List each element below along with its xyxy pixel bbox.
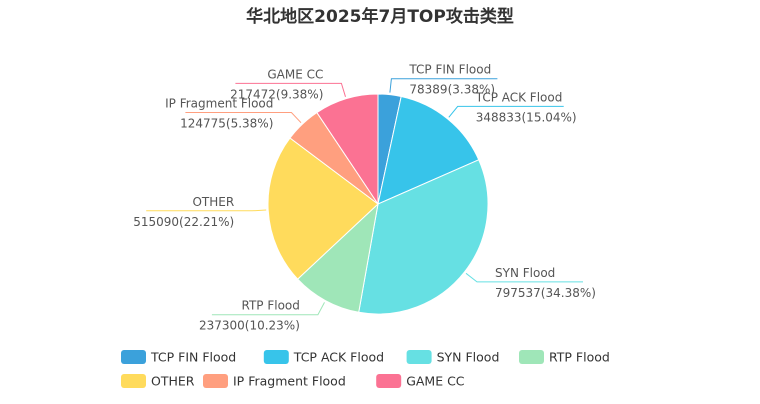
legend-item-game-cc[interactable]: GAME CC bbox=[376, 374, 465, 389]
pie-slice-other[interactable] bbox=[267, 137, 379, 280]
slice-label-name-rtp-flood: RTP Flood bbox=[242, 299, 300, 313]
legend: TCP FIN Flood TCP ACK Flood SYN Flood RTP F… bbox=[121, 350, 610, 389]
label-line-rtp-flood bbox=[211, 302, 325, 316]
slice-label-value-game-cc: 217472(9.38%) bbox=[230, 87, 323, 101]
slice-label-name-tcp-ack-flood: TCP ACK Flood bbox=[475, 90, 563, 104]
label-line-game-cc bbox=[235, 82, 346, 97]
slice-label-name-game-cc: GAME CC bbox=[267, 67, 323, 81]
slice-label-name-other: OTHER bbox=[192, 195, 234, 209]
label-line-other bbox=[146, 209, 267, 212]
legend-label-tcp-ack-flood: TCP ACK Flood bbox=[293, 350, 384, 365]
slice-label-name-tcp-fin-flood: TCP FIN Flood bbox=[408, 63, 491, 77]
label-line-ip-fragment-flood bbox=[185, 112, 302, 124]
pie-slice-rtp-flood[interactable] bbox=[296, 202, 379, 313]
chart-title: 华北地区2025年7月TOP攻击类型 bbox=[246, 6, 514, 27]
legend-label-other: OTHER bbox=[151, 374, 195, 389]
legend-item-other[interactable]: OTHER bbox=[121, 374, 195, 389]
legend-label-syn-flood: SYN Flood bbox=[437, 350, 500, 365]
slice-label-value-syn-flood: 797537(34.38%) bbox=[495, 286, 596, 300]
pie-slice-syn-flood[interactable] bbox=[358, 159, 489, 315]
label-line-tcp-fin-flood bbox=[389, 78, 498, 93]
slice-label-value-rtp-flood: 237300(10.23%) bbox=[199, 319, 300, 333]
label-line-tcp-ack-flood bbox=[448, 105, 564, 118]
slice-label-value-ip-fragment-flood: 124775(5.38%) bbox=[180, 117, 273, 131]
legend-item-tcp-fin-flood[interactable]: TCP FIN Flood bbox=[121, 350, 236, 365]
legend-label-rtp-flood: RTP Flood bbox=[549, 350, 610, 365]
legend-label-game-cc: GAME CC bbox=[406, 374, 465, 389]
slice-label-value-tcp-fin-flood: 78389(3.38%) bbox=[409, 83, 495, 97]
legend-label-ip-fragment-flood: IP Fragment Flood bbox=[233, 374, 346, 389]
label-line-syn-flood bbox=[465, 272, 583, 283]
legend-item-syn-flood[interactable]: SYN Flood bbox=[406, 350, 500, 365]
legend-item-ip-fragment-flood[interactable]: IP Fragment Flood bbox=[203, 374, 346, 389]
slice-label-value-tcp-ack-flood: 348833(15.04%) bbox=[476, 110, 577, 124]
slice-label-value-other: 515090(22.21%) bbox=[133, 215, 234, 229]
slice-labels: TCP FIN Flood 78389(3.38%)TCP ACK Flood 34… bbox=[133, 63, 596, 333]
legend-item-tcp-ack-flood[interactable]: TCP ACK Flood bbox=[263, 350, 384, 365]
slice-label-name-ip-fragment-flood: IP Fragment Flood bbox=[165, 97, 273, 111]
legend-item-rtp-flood[interactable]: RTP Flood bbox=[519, 350, 610, 365]
legend-label-tcp-fin-flood: TCP FIN Flood bbox=[150, 350, 236, 365]
pie-slice-game-cc[interactable] bbox=[316, 93, 379, 206]
pie-slice-tcp-ack-flood[interactable] bbox=[377, 95, 480, 205]
slice-label-name-syn-flood: SYN Flood bbox=[495, 266, 555, 280]
pie-slices bbox=[267, 93, 489, 315]
